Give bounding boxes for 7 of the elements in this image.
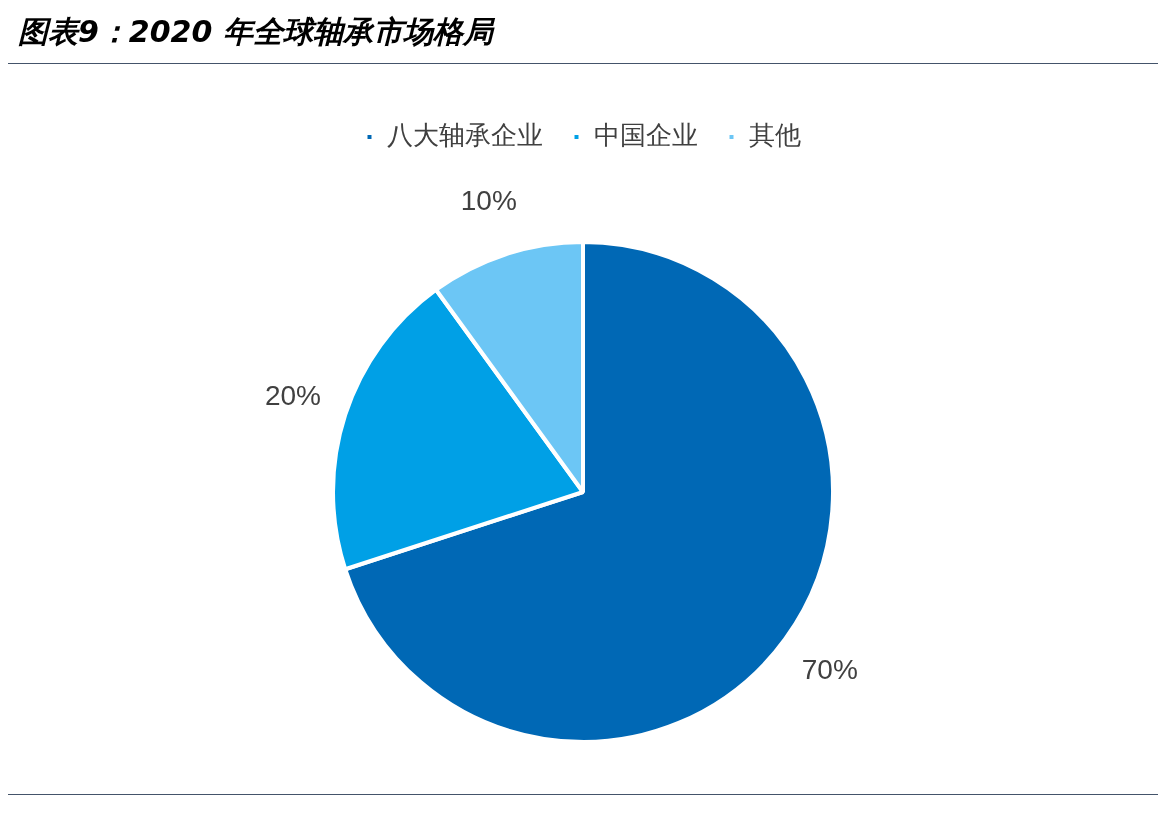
legend-label: 中国企业: [593, 119, 698, 150]
data-label: 20%: [264, 380, 321, 412]
data-label: 70%: [801, 653, 858, 685]
legend-label: 其他: [748, 119, 801, 150]
data-label: 10%: [460, 184, 517, 216]
legend-label: 八大轴承企业: [386, 119, 543, 150]
chart-title: 图表9：2020 年全球轴承市场格局: [8, 8, 1158, 64]
